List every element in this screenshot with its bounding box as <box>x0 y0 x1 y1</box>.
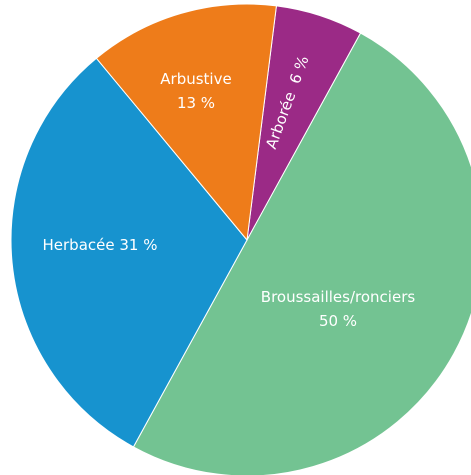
slice-herbacee <box>10 57 248 448</box>
slice-label-herbacee-value: 31 % <box>119 236 157 254</box>
slice-label-arbustive: Arbustive <box>160 70 231 88</box>
slice-value-broussailles: 50 % <box>319 312 357 330</box>
slice-label-broussailles: Broussailles/ronciers <box>261 288 416 306</box>
slice-arbustive <box>95 3 277 242</box>
pie-slices <box>10 3 471 475</box>
slice-value-arbustive: 13 % <box>177 94 215 112</box>
slice-label-herbacee: Herbacée 31 % <box>43 236 158 254</box>
slice-broussailles <box>132 32 471 475</box>
slice-label-herbacee-name: Herbacée <box>43 236 115 254</box>
